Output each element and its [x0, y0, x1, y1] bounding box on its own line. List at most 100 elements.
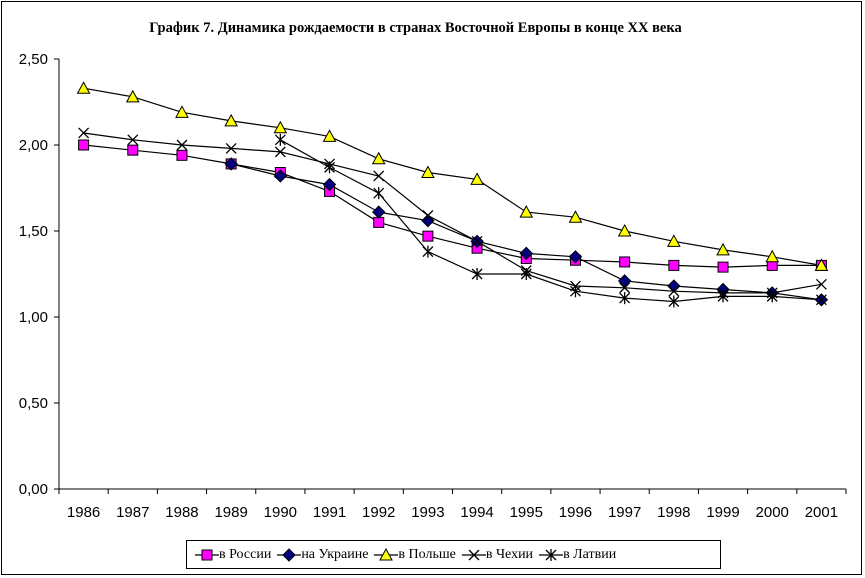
data-point-series-4 [815, 278, 827, 290]
data-point-series-4 [225, 142, 237, 154]
data-point-series-3 [175, 105, 189, 118]
series-line-1 [83, 144, 822, 268]
data-point-series-3 [568, 210, 583, 223]
data-point-series-5 [570, 285, 581, 298]
chart-title: График 7. Динамика рождаемости в странах… [149, 20, 682, 36]
x-tick-label: 1989 [214, 504, 247, 521]
legend-item: в Польше [374, 546, 456, 563]
x-tick-label: 2000 [756, 504, 789, 521]
data-point-series-4 [373, 170, 385, 182]
data-point-series-5 [520, 268, 532, 280]
legend-label: в России [219, 546, 272, 562]
data-point-series-1 [373, 216, 385, 228]
data-point-series-2 [372, 205, 386, 219]
data-point-series-1 [78, 139, 90, 151]
data-point-series-3 [814, 258, 829, 271]
legend-item: в Латвии [539, 547, 616, 563]
data-point-series-1 [717, 261, 729, 273]
data-point-series-3 [76, 81, 91, 94]
y-tick-label: 0,50 [19, 395, 48, 412]
x-tick-label: 1998 [657, 504, 690, 521]
legend-label: в Польше [398, 546, 456, 562]
data-point-series-4 [176, 139, 188, 151]
data-point-series-5 [766, 290, 778, 303]
legend-swatch-marker [201, 549, 213, 560]
y-tick-label: 1,00 [19, 309, 48, 326]
legend-swatch-marker [545, 548, 557, 561]
data-point-series-4 [274, 146, 286, 158]
data-point-series-4 [127, 134, 139, 146]
data-point-series-5 [815, 293, 827, 306]
data-point-series-1 [619, 256, 631, 268]
data-point-series-2 [667, 279, 681, 293]
series-line-5 [280, 139, 822, 303]
legend-swatch [277, 547, 302, 562]
legend-swatch-marker [468, 549, 480, 560]
y-tick-label: 0,00 [19, 481, 48, 498]
data-point-series-4 [78, 127, 90, 139]
data-point-series-2 [322, 177, 337, 192]
data-point-series-2 [519, 246, 533, 261]
data-point-series-3 [322, 129, 337, 142]
legend-swatch [539, 548, 564, 561]
data-point-series-5 [619, 292, 631, 305]
data-point-series-3 [273, 120, 288, 134]
data-point-series-4 [668, 285, 680, 297]
data-point-series-5 [717, 290, 729, 303]
legend-swatch-marker [379, 547, 394, 560]
x-tick-label: 1996 [559, 504, 592, 521]
data-point-series-5 [422, 245, 434, 258]
data-point-series-3 [470, 172, 484, 185]
data-point-series-3 [716, 242, 730, 256]
x-tick-label: 1986 [67, 504, 100, 521]
data-point-series-3 [224, 113, 238, 127]
legend-item: в России [195, 547, 271, 563]
legend-label: в Латвии [563, 546, 617, 562]
data-point-series-1 [176, 149, 188, 161]
series-lines [83, 87, 822, 303]
data-point-series-3 [765, 249, 780, 263]
x-tick-label: 1994 [460, 504, 493, 521]
x-tick-label: 1990 [264, 504, 297, 521]
legend-swatch-marker [282, 547, 297, 562]
data-point-series-2 [273, 169, 288, 183]
x-tick-label: 2001 [805, 504, 838, 521]
legend-swatch [374, 547, 399, 560]
data-point-series-4 [422, 210, 434, 221]
data-point-series-2 [568, 250, 583, 264]
data-point-series-1 [127, 144, 139, 156]
legend-item: в Чехии [461, 547, 533, 563]
data-point-series-5 [373, 187, 385, 200]
data-point-series-2 [224, 157, 238, 171]
x-tick-label: 1988 [165, 504, 198, 521]
x-tick-label: 1992 [362, 504, 395, 521]
series-line-3 [83, 87, 822, 266]
x-tick-label: 1999 [706, 504, 739, 521]
axes: 0,00 0,50 1,00 1,50 2,00 2,50 1986 1987 1988 1989… [19, 51, 847, 521]
data-point-series-5 [668, 295, 680, 308]
x-tick-label: 1991 [313, 504, 346, 521]
series-markers [76, 81, 829, 308]
legend-item: на Украине [277, 547, 368, 563]
data-point-series-3 [421, 165, 435, 179]
y-tick-label: 2,50 [19, 51, 48, 68]
legend: в России на Украине в Польше в Чехии в Латви… [186, 540, 721, 569]
data-point-series-4 [471, 235, 483, 247]
x-tick-label: 1995 [510, 504, 543, 521]
data-point-series-2 [421, 213, 435, 228]
data-point-series-2 [617, 274, 632, 288]
data-point-series-1 [668, 259, 680, 271]
x-tick-label: 1997 [608, 504, 641, 521]
x-tick-label: 1987 [116, 504, 149, 521]
data-point-series-3 [617, 223, 632, 237]
data-point-series-5 [471, 268, 483, 280]
legend-swatch [461, 549, 486, 560]
data-point-series-3 [667, 234, 681, 247]
data-point-series-5 [324, 161, 335, 174]
series-line-4 [83, 132, 822, 294]
legend-label: на Украине [301, 546, 369, 562]
data-point-series-3 [125, 89, 140, 103]
data-point-series-4 [619, 282, 631, 294]
y-tick-label: 1,50 [19, 223, 48, 240]
data-point-series-1 [422, 230, 434, 242]
